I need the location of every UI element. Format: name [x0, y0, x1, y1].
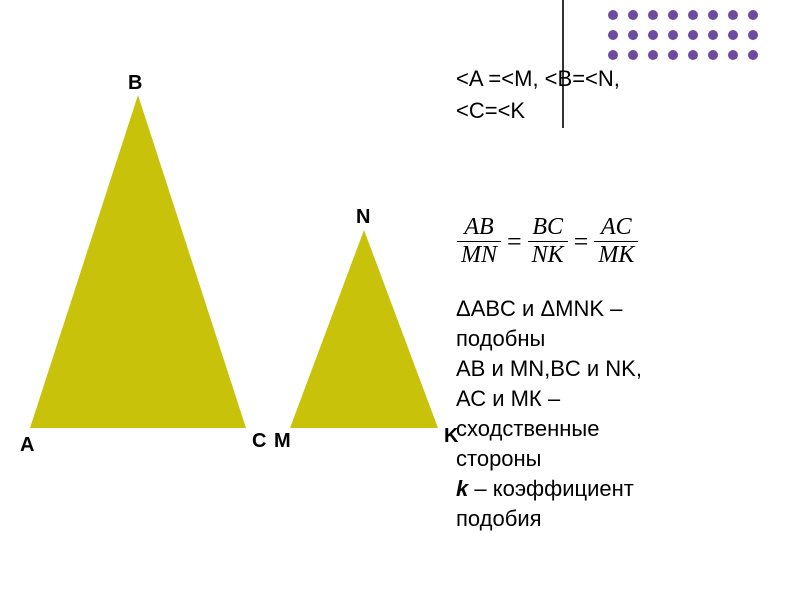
triangle-mnk	[290, 230, 438, 428]
fraction: ABMN	[457, 214, 501, 269]
fraction-numerator: AC	[594, 214, 638, 242]
summary-line: подобия	[456, 504, 642, 534]
summary-line: ΔABC и ΔMNK –	[456, 294, 642, 324]
proportion-formula: ABMN=BCNK=ACMK	[457, 214, 638, 269]
summary-line: стороны	[456, 444, 642, 474]
slide-canvas: <A =<M, <B=<N, <C=<K A B C M N K ABMN=BC…	[0, 0, 800, 600]
summary-line: АВ и MN,BC и NK,	[456, 354, 642, 384]
coefficient-k: k	[456, 476, 468, 501]
summary-line: АС и МК –	[456, 384, 642, 414]
fraction: BCNK	[528, 214, 568, 269]
fraction: ACMK	[594, 214, 638, 269]
label-c: C	[252, 430, 266, 453]
summary-line: k – коэффициент	[456, 474, 642, 504]
summary-text: ΔABC и ΔMNK –подобныАВ и MN,BC и NK,АС и…	[456, 294, 642, 534]
fraction-numerator: BC	[528, 214, 568, 242]
fraction-denominator: NK	[528, 242, 568, 269]
label-n: N	[356, 206, 370, 229]
equals-sign: =	[568, 227, 595, 257]
summary-line: подобны	[456, 324, 642, 354]
equals-sign: =	[501, 227, 528, 257]
summary-line: сходственные	[456, 414, 642, 444]
fraction-numerator: AB	[457, 214, 501, 242]
label-a: A	[20, 434, 34, 457]
triangle-abc	[30, 95, 246, 428]
label-b: B	[128, 72, 142, 95]
triangles-figure	[0, 0, 800, 600]
summary-text-span: – коэффициент	[468, 476, 634, 501]
fraction-denominator: MK	[594, 242, 638, 269]
fraction-denominator: MN	[457, 242, 501, 269]
label-m: M	[274, 430, 291, 453]
